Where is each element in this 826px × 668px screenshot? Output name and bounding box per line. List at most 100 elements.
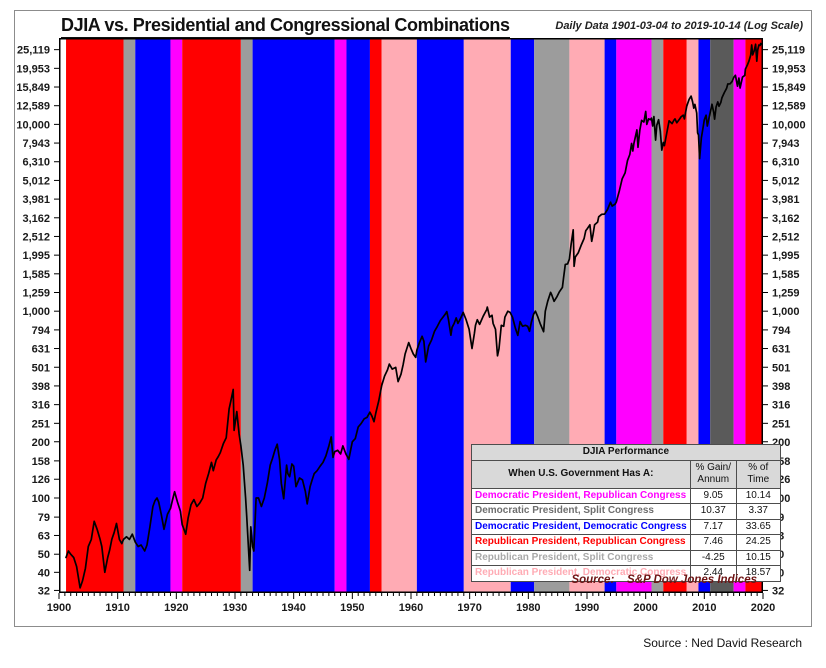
combination-label: Republican President, Democratic Congres… <box>471 565 691 582</box>
percent-of-time-value: 33.65 <box>735 518 781 535</box>
y-axis-label-right: 501 <box>772 362 790 374</box>
y-axis-label-right: 7,943 <box>772 138 800 150</box>
y-axis-label-right: 6,310 <box>772 157 800 169</box>
y-axis-label-left: 3,981 <box>22 194 50 206</box>
percent-of-time-value: 10.15 <box>735 549 781 566</box>
y-axis-label-left: 50 <box>38 549 50 561</box>
y-axis-label-right: 2,512 <box>772 231 800 243</box>
y-axis-label-right: 251 <box>772 418 790 430</box>
y-axis-label-left: 5,012 <box>22 175 50 187</box>
band-rep_rep <box>182 38 241 593</box>
chart-subtitle: Daily Data 1901-03-04 to 2019-10-14 (Log… <box>555 20 803 32</box>
y-axis-label-left: 79 <box>38 512 50 524</box>
percent-of-time-value: 10.14 <box>735 487 781 504</box>
y-axis-label-right: 1,585 <box>772 269 800 281</box>
x-axis-label: 1930 <box>223 602 247 614</box>
band-rep_split <box>240 38 253 593</box>
y-axis-label-left: 19,953 <box>16 63 50 75</box>
x-axis-label: 1900 <box>47 602 71 614</box>
y-axis-label-left: 501 <box>32 362 50 374</box>
table-row: Democratic President, Republican Congres… <box>471 487 781 504</box>
y-axis-label-right: 25,119 <box>772 45 805 57</box>
djia-plot-svg: 3232404050506363797910010012612615815820… <box>16 38 806 614</box>
y-axis-label-left: 1,259 <box>22 287 50 299</box>
band-rep_split <box>123 38 136 593</box>
percent-of-time-value: 24.25 <box>735 534 781 551</box>
y-axis-label-right: 5,012 <box>772 175 800 187</box>
table-column-header: % Gain/ Annum <box>689 459 737 489</box>
percent-of-time-value: 3.37 <box>735 503 781 520</box>
x-axis-label: 1980 <box>516 602 540 614</box>
table-row: Republican President, Democratic Congres… <box>471 565 781 582</box>
x-axis-label: 1920 <box>164 602 188 614</box>
table-row: Democratic President, Split Congress 10.3… <box>471 503 781 520</box>
x-axis-label: 1990 <box>575 602 599 614</box>
gain-per-annum-value: 7.46 <box>689 534 737 551</box>
gain-per-annum-value: 10.37 <box>689 503 737 520</box>
table-row: Republican President, Republican Congres… <box>471 534 781 551</box>
y-axis-label-right: 15,849 <box>772 82 806 94</box>
table-column-header: When U.S. Government Has A: <box>471 459 691 489</box>
sp-source-text: Source: S&P Dow Jones Indices <box>571 574 757 586</box>
y-axis-label-left: 158 <box>32 456 50 468</box>
plot-frame <box>59 38 763 593</box>
band-dem_dem <box>604 38 617 593</box>
chart-outer-box: DJIA vs. Presidential and Congressional … <box>14 10 812 627</box>
y-axis-label-left: 1,585 <box>22 269 50 281</box>
band-dem_rep <box>733 38 746 593</box>
x-axis-label: 2020 <box>751 602 775 614</box>
band-rep_dem <box>381 38 417 593</box>
ndr-source-text: Source : Ned David Research <box>643 636 802 650</box>
y-axis-label-left: 631 <box>32 344 50 356</box>
band-rep_rep <box>66 38 124 593</box>
y-axis-label-left: 398 <box>32 381 50 393</box>
gain-per-annum-value: 9.05 <box>689 487 737 504</box>
x-axis-label: 1910 <box>105 602 129 614</box>
x-axis-label: 1960 <box>399 602 423 614</box>
y-axis-label-right: 316 <box>772 400 790 412</box>
table-title: DJIA Performance <box>471 444 781 461</box>
y-axis-label-right: 3,162 <box>772 213 800 225</box>
y-axis-label-left: 3,162 <box>22 213 50 225</box>
band-dem_rep <box>334 38 347 593</box>
y-axis-label-right: 3,981 <box>772 194 800 206</box>
y-axis-label-left: 126 <box>32 474 50 486</box>
y-axis-label-left: 251 <box>32 418 50 430</box>
y-axis-label-left: 316 <box>32 400 50 412</box>
percent-of-time-value: 18.57 <box>735 565 781 582</box>
y-axis-label-left: 7,943 <box>22 138 50 150</box>
gain-per-annum-value: 7.17 <box>689 518 737 535</box>
x-axis-label: 2010 <box>692 602 716 614</box>
plot-area: 3232404050506363797910010012612615815820… <box>16 38 806 614</box>
band-rep_dem <box>686 38 699 593</box>
combination-label: Democratic President, Democratic Congres… <box>471 518 691 535</box>
band-dem_dem <box>252 38 335 593</box>
y-axis-label-left: 25,119 <box>17 45 50 57</box>
table-column-header: % of Time <box>735 459 781 489</box>
y-axis-label-left: 40 <box>38 567 50 579</box>
band-dem_rep <box>170 38 183 593</box>
band-dem_dem <box>135 38 171 593</box>
y-axis-label-right: 12,589 <box>772 101 806 113</box>
y-axis-label-left: 10,000 <box>16 119 50 131</box>
chart-title: DJIA vs. Presidential and Congressional … <box>61 15 510 39</box>
y-axis-label-left: 63 <box>38 530 50 542</box>
y-axis-label-right: 1,000 <box>772 306 800 318</box>
y-axis-label-left: 1,000 <box>22 306 50 318</box>
combination-label: Republican President, Republican Congres… <box>471 534 691 551</box>
y-axis-label-left: 15,849 <box>16 82 50 94</box>
y-axis-label-right: 794 <box>772 325 791 337</box>
y-axis-label-right: 631 <box>772 344 790 356</box>
y-axis-label-left: 6,310 <box>22 157 50 169</box>
y-axis-label-right: 10,000 <box>772 119 806 131</box>
band-dem_dem <box>346 38 370 593</box>
gain-per-annum-value: -4.25 <box>689 549 737 566</box>
y-axis-label-left: 32 <box>38 585 50 597</box>
y-axis-label-left: 1,995 <box>22 250 50 262</box>
table-row: Democratic President, Democratic Congres… <box>471 518 781 535</box>
y-axis-label-left: 2,512 <box>22 231 50 243</box>
x-axis-label: 2000 <box>633 602 657 614</box>
y-axis-label-right: 32 <box>772 585 784 597</box>
table-row: Republican President, Split Congress -4.2… <box>471 549 781 566</box>
